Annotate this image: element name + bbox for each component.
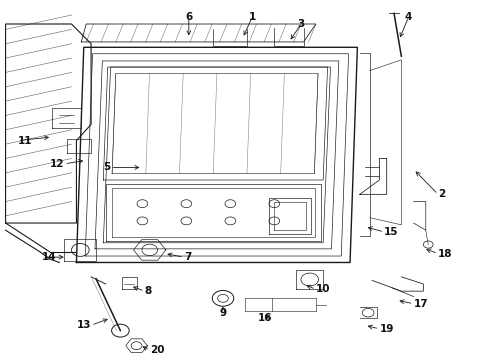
Text: 4: 4 [405, 12, 413, 22]
Text: 12: 12 [49, 159, 64, 169]
Text: 7: 7 [184, 252, 191, 262]
Text: 2: 2 [438, 189, 445, 199]
Text: 14: 14 [42, 252, 57, 262]
Text: 15: 15 [384, 227, 399, 237]
Text: 11: 11 [18, 136, 32, 145]
Text: 10: 10 [316, 284, 330, 294]
Text: 13: 13 [76, 320, 91, 330]
Text: 20: 20 [150, 345, 164, 355]
Text: 8: 8 [145, 286, 152, 296]
Text: 9: 9 [220, 308, 226, 318]
Text: 6: 6 [185, 12, 193, 22]
Text: 19: 19 [379, 324, 394, 334]
Text: 1: 1 [249, 12, 256, 22]
Text: 17: 17 [414, 299, 428, 309]
Text: 3: 3 [297, 19, 305, 29]
Text: 5: 5 [103, 162, 111, 172]
Text: 16: 16 [257, 313, 272, 323]
Text: 18: 18 [438, 248, 452, 258]
